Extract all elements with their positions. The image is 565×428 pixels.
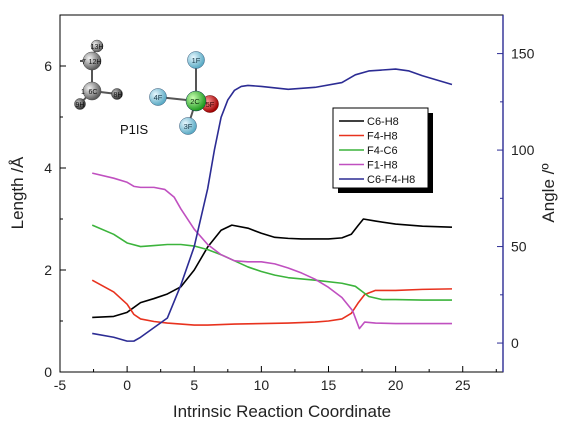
series-line-f4-h8 xyxy=(91,279,453,326)
atom-6c-label: 6C xyxy=(89,89,98,96)
x-tick-label: -5 xyxy=(54,377,67,393)
atom-3f xyxy=(179,117,197,135)
legend-label: F4-C6 xyxy=(367,145,398,157)
atom-13h-label: 13H xyxy=(91,44,104,51)
x-axis-title: Intrinsic Reaction Coordinate xyxy=(173,402,391,421)
left-y-tick-label: 4 xyxy=(44,160,52,176)
left-y-tick-label: 0 xyxy=(44,364,52,380)
atom-8h xyxy=(111,88,123,100)
x-tick-label: 25 xyxy=(455,377,471,393)
left-y-tick-label: 6 xyxy=(44,58,52,74)
molecule-label: P1IS xyxy=(120,122,149,137)
x-ticks: -5 0 5 10 15 20 25 xyxy=(54,366,497,393)
atom-4f xyxy=(149,88,167,106)
legend-label: F4-H8 xyxy=(367,131,398,143)
legend-label: F1-H8 xyxy=(367,160,398,172)
right-y-tick-label: 150 xyxy=(511,46,535,62)
right-y-tick-label: 100 xyxy=(511,142,535,158)
x-tick-label: 0 xyxy=(123,377,131,393)
plot-frame xyxy=(59,14,504,373)
atom-9h-label: 9H xyxy=(76,102,85,109)
left-y-axis-title: Length /Å xyxy=(8,156,27,229)
atom-8h-label: 8H xyxy=(114,92,123,99)
atom-13h xyxy=(90,39,104,53)
atom-12h-label: 12H xyxy=(89,59,102,66)
series-line-c6-f4-h8 xyxy=(92,68,453,342)
legend-label: C6-F4-H8 xyxy=(367,174,415,186)
x-tick-label: 10 xyxy=(254,377,270,393)
right-y-ticks: 0 50 100 150 xyxy=(497,46,535,351)
atom-2c-label: 2C xyxy=(190,97,200,106)
atom-9h xyxy=(74,98,86,110)
x-tick-label: 5 xyxy=(190,377,198,393)
atom-7-label: 7 xyxy=(82,59,86,66)
left-y-ticks: 0 2 4 6 xyxy=(44,58,66,380)
series-lines xyxy=(91,68,453,342)
right-y-tick-label: 0 xyxy=(511,335,519,351)
atom-5f-label: 5F xyxy=(206,100,215,109)
right-y-tick-label: 50 xyxy=(511,239,527,255)
atom-6c xyxy=(82,81,102,101)
atom-1f-label: 1F xyxy=(192,56,201,65)
x-tick-label: 20 xyxy=(388,377,404,393)
x-tick-label: 15 xyxy=(321,377,337,393)
atom-12h xyxy=(82,51,102,71)
series-line-f1-h8 xyxy=(92,172,452,330)
atom-3f-label: 3F xyxy=(184,122,193,131)
atom-1-label: 1 xyxy=(81,89,85,96)
molecule-inset: 13H 12H 7 1 6C 8H 9H 1F 4F 2C 5F 3F P1IS xyxy=(74,39,219,137)
legend-label: C6-H8 xyxy=(367,116,399,128)
series-line-f4-c6 xyxy=(91,224,452,301)
atom-4f-label: 4F xyxy=(154,93,163,102)
legend: C6-H8 F4-H8 F4-C6 F1-H8 C6-F4-H8 xyxy=(332,107,433,193)
series-line-c6-h8 xyxy=(92,218,453,319)
atom-1f xyxy=(187,51,205,69)
atom-2c xyxy=(185,90,207,112)
right-y-axis-title: Angle /º xyxy=(539,163,558,222)
left-y-tick-label: 2 xyxy=(44,262,52,278)
